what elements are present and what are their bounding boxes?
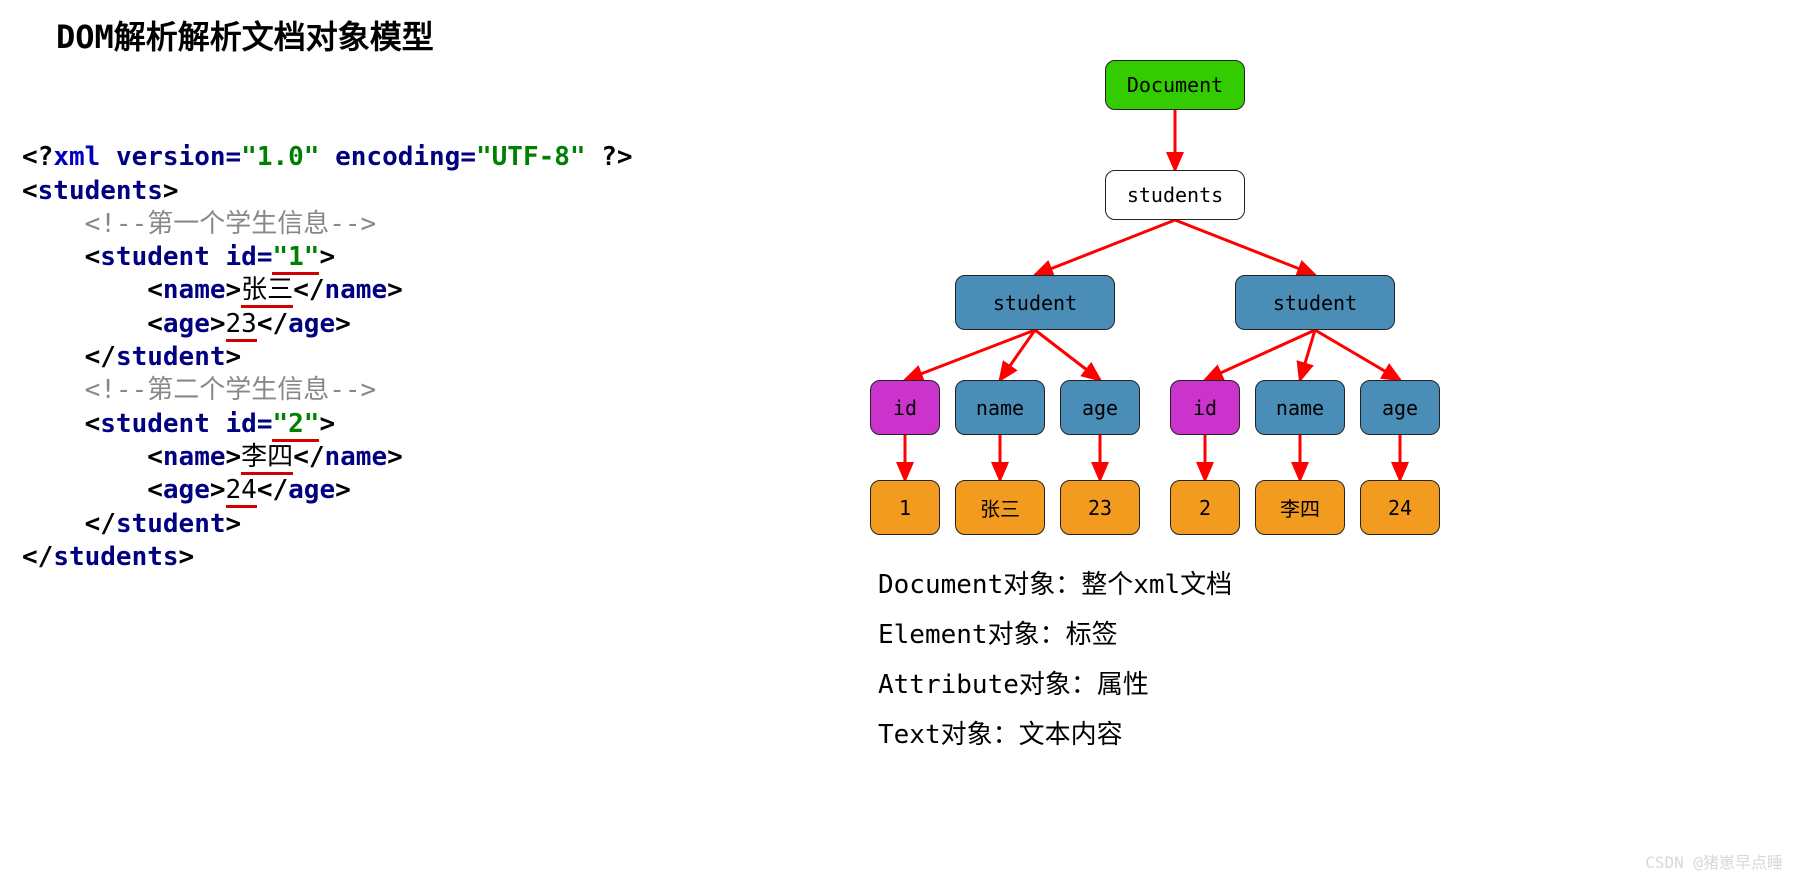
legend-text: Text对象：文本内容 [878,710,1232,760]
attr-id-1: id= [226,242,273,272]
pi-version-key: version= [116,142,241,172]
tree-edge [1035,330,1100,380]
tag-students-close: students [53,542,178,572]
tag-name-1-close: name [325,275,388,305]
pi-encoding-key: encoding= [335,142,476,172]
tree-node-age1n: age [1060,380,1140,435]
legend: Document对象：整个xml文档 Element对象：标签 Attribut… [878,560,1232,760]
tag-students-open: students [38,176,163,206]
tree-node-age2n: age [1360,380,1440,435]
tree-node-stu2: student [1235,275,1395,330]
tag-student-1-open: student [100,242,210,272]
attr-id-2: id= [226,409,273,439]
tag-student-2-close: student [116,509,226,539]
attr-id-1-val: "1" [272,242,319,275]
comment-2: <!--第二个学生信息--> [85,375,377,405]
watermark: CSDN @猪崽早点睡 [1645,849,1783,873]
tree-node-v_age2: 24 [1360,480,1440,535]
tree-node-v_name2: 李四 [1255,480,1345,535]
tree-node-v_name1: 张三 [955,480,1045,535]
tag-student-2-open: student [100,409,210,439]
tree-edge [905,330,1035,380]
tree-node-name1n: name [955,380,1045,435]
tag-student-1-close: student [116,342,226,372]
pi-close: ?> [601,142,632,172]
comment-1: <!--第一个学生信息--> [85,209,377,239]
pi-version-val: "1.0" [241,142,319,172]
name-2-text: 李四 [241,442,293,475]
tag-age-2-close: age [288,475,335,505]
tree-node-v_id2: 2 [1170,480,1240,535]
tree-edge [1205,330,1315,380]
tree-node-name2n: name [1255,380,1345,435]
tree-node-id2: id [1170,380,1240,435]
tree-edge [1035,220,1175,275]
attr-id-2-val: "2" [272,409,319,442]
tag-age-1-close: age [288,309,335,339]
tree-node-stu1: student [955,275,1115,330]
tree-node-v_id1: 1 [870,480,940,535]
legend-element: Element对象：标签 [878,610,1232,660]
xml-code-block: <?xml version="1.0" encoding="UTF-8" ?> … [22,108,633,574]
tree-edge [1175,220,1315,275]
age-1-text: 23 [226,309,257,342]
tag-age-2-open: age [163,475,210,505]
age-2-text: 24 [226,475,257,508]
pi-open: <? [22,142,53,172]
pi-encoding-val: "UTF-8" [476,142,586,172]
pi-xml: xml [53,142,100,172]
page-title: DOM解析解析文档对象模型 [56,12,434,58]
dom-tree-diagram: Documentstudentsstudentstudentidnameagei… [870,50,1520,530]
tree-node-id1: id [870,380,940,435]
tree-node-students: students [1105,170,1245,220]
tag-age-1-open: age [163,309,210,339]
legend-document: Document对象：整个xml文档 [878,560,1232,610]
tree-node-v_age1: 23 [1060,480,1140,535]
legend-attribute: Attribute对象：属性 [878,660,1232,710]
tag-name-2-open: name [163,442,226,472]
tree-node-doc: Document [1105,60,1245,110]
name-1-text: 张三 [241,275,293,308]
tag-name-2-close: name [325,442,388,472]
tree-edge [1300,330,1315,380]
tree-edge [1315,330,1400,380]
tag-name-1-open: name [163,275,226,305]
